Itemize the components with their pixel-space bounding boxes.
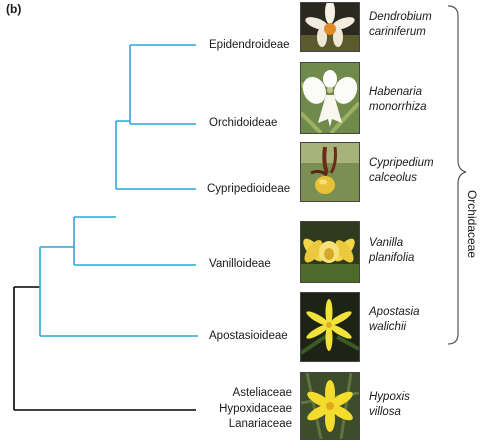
species-label-cypripedium: Cypripedium calceolus [369, 157, 434, 184]
cypripedium-flower-icon [301, 143, 359, 201]
taxon-label-orchidoideae: Orchidoideae [209, 117, 278, 129]
outgroup-name: Asteliaceae [232, 387, 292, 399]
outgroup-name: Lanariaceae [228, 418, 292, 430]
dendrobium-flower-icon [301, 3, 359, 51]
apostasia-flower-icon [301, 293, 359, 361]
vanilla-flower-icon [301, 222, 359, 282]
outgroup-labels: Asteliaceae Hypoxidaceae Lanariaceae [219, 386, 292, 433]
habenaria-photo [300, 62, 360, 134]
species-label-vanilla: Vanilla planifolia [369, 237, 415, 264]
root-branch [13, 286, 196, 411]
outgroup-name: Hypoxidaceae [219, 402, 292, 415]
cypripedium-photo [300, 142, 360, 202]
species-label-habenaria: Habenaria monorrhiza [369, 86, 427, 113]
family-label: Orchidaceae [465, 189, 479, 259]
taxon-label-cypripedioideae: Cypripedioideae [207, 183, 291, 195]
species-label-apostasia: Apostasia walichii [369, 306, 420, 333]
dendrobium-photo [300, 2, 360, 52]
taxon-label-vanilloideae: Vanilloideae [209, 258, 271, 270]
orchid-clade-branches [39, 44, 198, 337]
species-label-dendrobium: Dendrobium cariniferum [369, 11, 432, 38]
species-label-hypoxis: Hypoxis villosa [369, 391, 410, 418]
habenaria-flower-icon [301, 63, 359, 133]
hypoxis-flower-icon [301, 373, 359, 439]
taxon-label-apostasioideae: Apostasioideae [209, 330, 288, 342]
apostasia-photo [300, 292, 360, 362]
panel-label: (b) [6, 2, 22, 16]
vanilla-photo [300, 221, 360, 283]
hypoxis-photo [300, 372, 360, 440]
taxon-label-epidendroideae: Epidendroideae [209, 39, 290, 51]
